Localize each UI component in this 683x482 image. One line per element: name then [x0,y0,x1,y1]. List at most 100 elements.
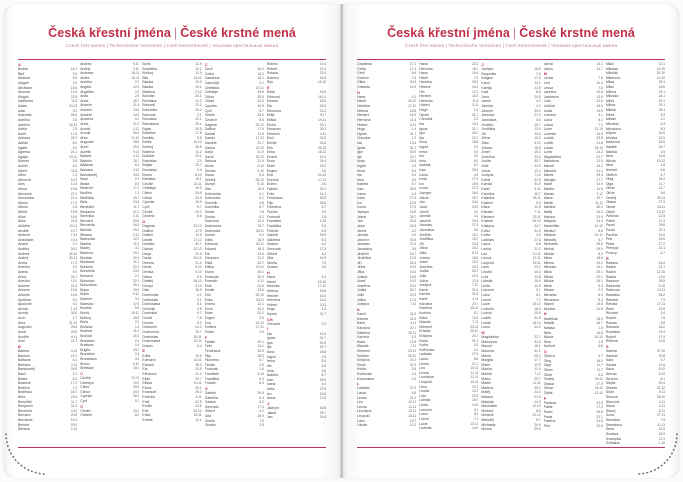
entry-date: 11.9 [534,367,541,372]
name-entry-row: Pankrác 12.5 [606,214,665,219]
entry-date: 1.8 [598,339,603,344]
entry-name: Antonie [80,112,93,117]
entry-date: 1.7 [72,316,78,321]
entry-name: Arnošt [80,131,91,136]
entry-date: 2.5 [72,127,78,132]
entry-name: Květoslav [419,347,435,352]
entry-name: Květa [419,343,429,348]
name-entry-row: Agnesa 21.1 [18,150,77,155]
name-entry-row: Nikola 10.12 [606,159,665,164]
entry-name: Andreas [80,71,94,76]
entry-date: 22.8 [534,274,541,279]
entry-date: 26.5 [658,279,666,284]
name-entry-row: Ivona 27.5 [267,396,326,401]
name-entry-row: Emerich 4.11 [142,395,201,400]
name-entry-row: Miriam 2.2 [606,117,665,122]
entry-date: 16.10 [407,99,417,104]
entry-date: 2.1 [197,112,202,117]
entry-name: Rastislav [605,293,621,298]
name-entry-row: Dobromila 4.1 [205,192,264,197]
name-entry-row: Eliáš 20.7 [205,261,264,266]
entry-name: Sláva [605,404,615,409]
entry-name: Branislav [142,158,157,163]
entry-name: Celestina [204,85,220,90]
entry-date: 14.6 [132,112,140,117]
name-entry-row: Naděžda 18.9 [544,317,603,322]
name-entry-row: Celestina 10.11 [205,86,264,91]
entry-date: 5.3 [598,283,603,288]
entry-date: 21.9 [257,150,264,155]
name-entry-row: Branislav 2.4 [80,339,139,344]
entry-date: 12.11 [408,409,417,414]
name-entry-row: Anežka 2.3 [80,80,139,85]
entry-name: Cecílie [142,181,154,186]
entry-date: 3.3 [134,297,140,302]
entry-name: Adam [18,104,28,109]
name-entry-row: Adaviela 26.6 [18,113,77,118]
entry-date: 21.9 [534,395,541,400]
entry-date: 16.1 [596,163,603,168]
name-entry-row: Libuše 10.3 [419,389,478,394]
name-entry-row: Diana 9.6 [142,275,201,280]
entry-name: Gabriel [204,391,216,395]
entry-date: 2.2 [321,321,327,326]
entry-name: Libor [481,265,490,270]
entry-date: 31.3 [534,228,541,233]
name-entry-row: Pavla 22.1 [544,415,603,420]
entry-name: Ryn [266,80,274,85]
entry-name: Magdaléna [543,154,561,159]
name-entry-row: Kvetoslava 2.5 [357,377,416,382]
entry-date: 21.5 [658,427,666,432]
name-entry-row: Božidar 20.1 [142,154,201,159]
name-entry-row: Oliver 11.7 [544,368,603,373]
entry-date: 19.5 [471,181,479,186]
entry-date: 21.9 [596,214,603,219]
entry-name: Mahulena [481,339,497,344]
entry-date: 10.12 [656,158,666,163]
entry-date: 11.8 [71,168,78,173]
entry-name: Marika [543,187,555,192]
entry-date: 20.7 [471,301,479,306]
name-entry-row: Růžena 10.8 [606,339,665,344]
entry-name: Břetislav [80,366,94,371]
entry-date: 4.10 [132,214,140,219]
entry-name: Kast [481,90,489,95]
entry-date: 18.9 [658,140,666,145]
entry-date: 11.11 [470,370,479,375]
entry-name: Hubert [419,103,430,108]
name-entry-row: Alexandr 27.2 [18,192,77,197]
name-entry-row: Abakod 5.6 [18,76,77,81]
entry-name: Dita [204,187,211,192]
name-entry-row: Oliver 11.7 [606,186,665,191]
entry-date: 4.1 [411,94,417,99]
entry-name: Axel [18,339,25,344]
name-entry-row: Hermína 11.4 [419,99,478,104]
entry-name: Havel [266,279,276,284]
entry-name: Augustin [80,140,94,145]
name-entry-row: Matěj 24.2 [481,390,540,395]
entry-name: Olga [605,181,614,186]
name-entry-row: Miloslav 24.1 [544,265,603,270]
entry-date: 16.11 [193,358,202,363]
entry-date: 12.5 [658,214,666,219]
entry-date: 9.2 [72,302,78,307]
entry-date: 11.2 [195,149,202,154]
name-entry-row: Miluše 25.1 [606,108,665,113]
entry-date: 23.4 [70,395,78,400]
entry-name: Bronislav [80,352,95,357]
entry-name: Ernest [204,302,215,307]
entry-date: 26.7 [658,144,666,149]
entry-name: Aniela [18,270,28,274]
entry-name: Lída [419,393,427,398]
entry-date: 28.10 [656,395,666,400]
name-entry-row: Slavoj 6.11 [606,409,665,414]
entry-date: 2.2 [598,288,603,293]
entry-date: 31.7 [471,126,479,131]
entry-date: 3.5 [473,343,479,348]
name-entry-row: Kristýna 24.7 [419,334,478,339]
entry-date: 3.2 [134,246,140,251]
name-entry-row: Klára 12.8 [481,205,540,210]
entry-name: Darina [204,145,215,150]
entry-name: Benjamín [80,209,95,214]
